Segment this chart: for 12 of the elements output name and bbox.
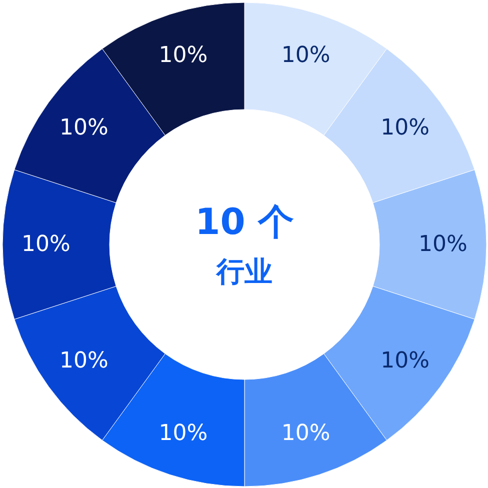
- data-label: 10%: [380, 348, 430, 374]
- data-label: 10%: [281, 420, 330, 446]
- data-label: 10%: [59, 348, 108, 374]
- data-label: 10%: [380, 115, 430, 140]
- data-label: 10%: [59, 115, 108, 140]
- data-label: 10%: [418, 232, 468, 257]
- data-label: 10%: [158, 420, 208, 446]
- data-label: 10%: [158, 43, 208, 68]
- text: 行业: [216, 255, 272, 288]
- data-label: 10%: [22, 232, 70, 257]
- data-label: 10%: [281, 43, 330, 68]
- text: 10 个: [195, 202, 294, 243]
